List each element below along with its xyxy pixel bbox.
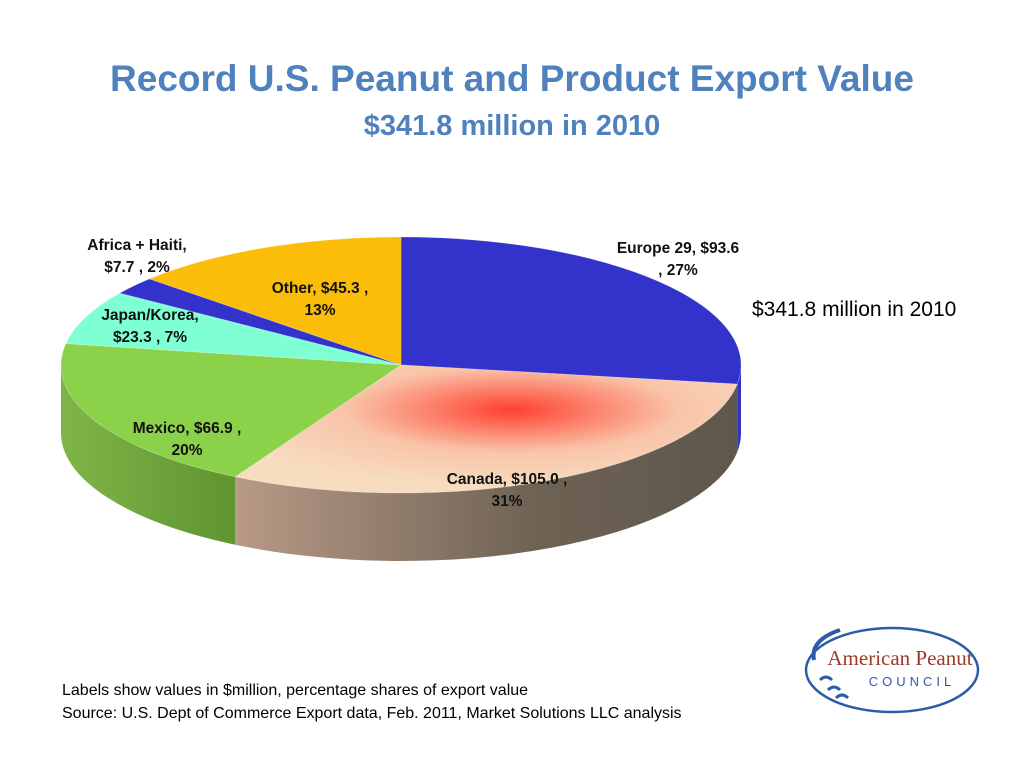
slice-canada — [234, 364, 738, 494]
pie-labels: Europe 29, $93.6, 27% Canada, $105.0 , 31%… — [87, 237, 739, 510]
pie-side-walls — [61, 365, 741, 561]
slice-label-japan-korea: Japan/Korea, $23.3 , 7% — [101, 307, 198, 346]
footnote-values: Labels show values in $million, percenta… — [62, 682, 529, 699]
slice-africa-haiti — [118, 278, 402, 366]
chart-title: Record U.S. Peanut and Product Export Va… — [110, 58, 914, 99]
slice-europe-29 — [400, 236, 742, 385]
slice-japan-korea — [65, 292, 402, 366]
slice-label-africa-haiti: Africa + Haiti, $7.7 , 2% — [87, 237, 187, 276]
slice-side-mexico — [61, 365, 236, 545]
slice-label-mexico: Mexico, $66.9 , 20% — [133, 420, 242, 459]
total-note: $341.8 million in 2010 — [752, 298, 957, 321]
logo-line1: American Peanut — [827, 646, 972, 670]
slice-label-canada: Canada, $105.0 , 31% — [447, 471, 568, 510]
slice-other — [148, 236, 402, 366]
slice-side-europe-29 — [737, 365, 741, 453]
slice-label-other: Other, $45.3 , 13% — [272, 280, 369, 319]
logo-line2: COUNCIL — [869, 674, 956, 689]
chart-subtitle: $341.8 million in 2010 — [363, 110, 661, 142]
slice-side-canada — [235, 384, 738, 561]
pie-slices — [60, 236, 742, 494]
slice-mexico — [60, 343, 403, 478]
american-peanut-council-logo: American Peanut COUNCIL — [804, 626, 980, 714]
slice-label-europe-29: Europe 29, $93.6, 27% — [617, 240, 740, 279]
footnote-source: Source: U.S. Dept of Commerce Export dat… — [62, 705, 682, 722]
